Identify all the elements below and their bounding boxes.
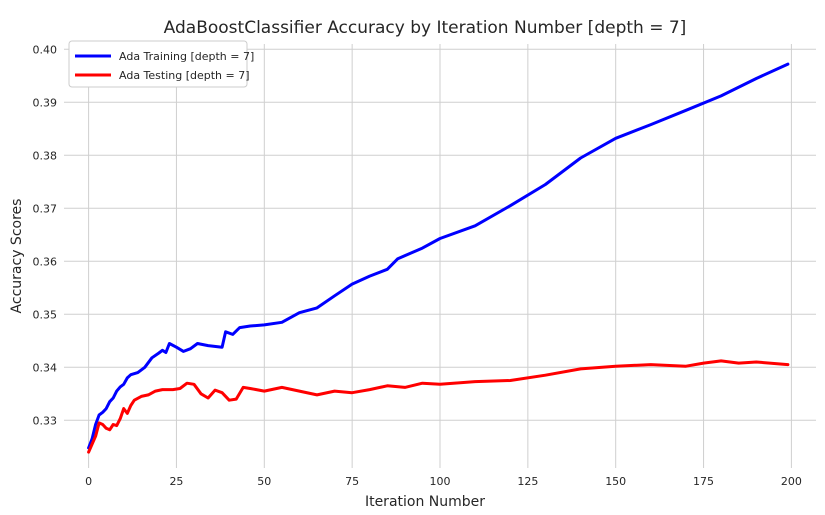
y-tick-label: 0.37: [33, 202, 58, 215]
x-tick-label: 75: [345, 475, 359, 488]
series-lines: [87, 62, 790, 454]
y-axis-label: Accuracy Scores: [9, 199, 25, 314]
legend: Ada Training [depth = 7] Ada Testing [de…: [68, 40, 254, 88]
x-tick-label: 100: [430, 475, 451, 488]
x-tick-label: 25: [169, 475, 183, 488]
chart-title: AdaBoostClassifier Accuracy by Iteration…: [164, 18, 687, 38]
series-line-training: [87, 62, 790, 450]
y-tick-label: 0.34: [33, 361, 58, 374]
y-tick-label: 0.36: [33, 255, 58, 268]
x-tick-label: 150: [605, 475, 626, 488]
y-tick-label: 0.40: [33, 43, 58, 56]
series-line-testing: [87, 359, 790, 454]
x-tick-label: 200: [781, 475, 802, 488]
y-tick-label: 0.35: [33, 308, 58, 321]
y-tick-label: 0.39: [33, 96, 58, 109]
x-tick-label: 50: [257, 475, 271, 488]
tick-labels: 0 25 50 75 100 125 150 175 200 0.33 0.34 0.35 0.36 0.…: [33, 43, 802, 488]
legend-label-testing: Ada Testing [depth = 7]: [119, 69, 250, 82]
x-tick-label: 125: [517, 475, 538, 488]
x-axis-label: Iteration Number: [365, 494, 485, 510]
legend-box: [68, 40, 248, 88]
y-tick-label: 0.38: [33, 149, 58, 162]
grid: [64, 44, 816, 468]
y-tick-label: 0.33: [33, 414, 58, 427]
legend-label-training: Ada Training [depth = 7]: [119, 50, 254, 63]
x-tick-label: 175: [693, 475, 714, 488]
x-tick-label: 0: [85, 475, 92, 488]
